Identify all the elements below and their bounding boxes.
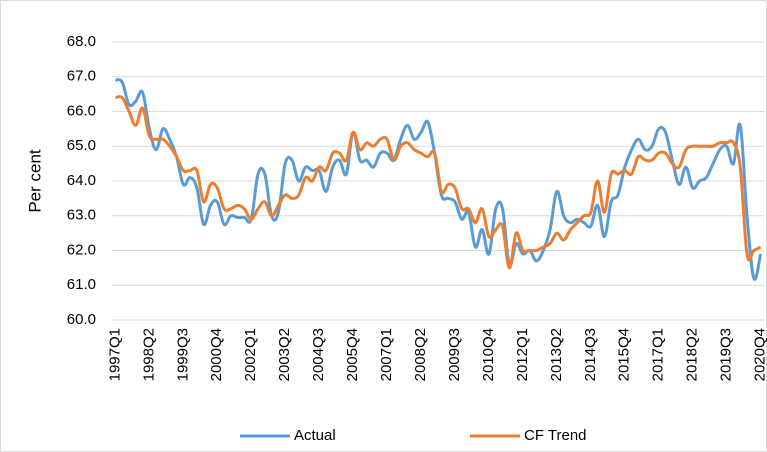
x-tick-label: 1997Q1 [106,328,123,381]
x-tick-label: 2007Q1 [378,328,395,381]
y-tick-label: 60.0 [67,311,96,328]
y-tick-label: 63.0 [67,207,96,224]
x-tick-label: 2003Q2 [276,328,293,381]
x-tick-label: 2004Q3 [310,328,327,381]
x-tick-label: 2009Q3 [446,328,463,381]
x-tick-label: 2000Q4 [208,328,225,381]
y-tick-label: 66.0 [67,102,96,119]
x-tick-label: 2008Q2 [412,328,429,381]
x-tick-label: 2015Q4 [616,328,633,381]
x-tick-label: 2020Q4 [752,328,767,381]
y-tick-label: 62.0 [67,241,96,258]
x-tick-label: 1999Q3 [174,328,191,381]
y-axis-label: Per cent [25,149,44,213]
legend-label: Actual [294,427,336,444]
y-tick-label: 61.0 [67,276,96,293]
x-tick-label: 2018Q2 [684,328,701,381]
x-tick-label: 2002Q1 [242,328,259,381]
x-tick-label: 2010Q4 [480,328,497,381]
x-tick-label: 2017Q1 [650,328,667,381]
legend-label: CF Trend [524,427,587,444]
x-tick-label: 2005Q4 [344,328,361,381]
x-tick-label: 2012Q1 [514,328,531,381]
line-series [115,95,762,270]
y-tick-label: 65.0 [67,137,96,154]
x-tick-label: 1998Q2 [140,328,157,381]
y-tick-label: 64.0 [67,172,96,189]
x-tick-label: 2019Q3 [718,328,735,381]
x-tick-label: 2014Q3 [582,328,599,381]
x-tick-label: 2013Q2 [548,328,565,381]
y-tick-label: 67.0 [67,68,96,85]
y-tick-label: 68.0 [67,33,96,50]
